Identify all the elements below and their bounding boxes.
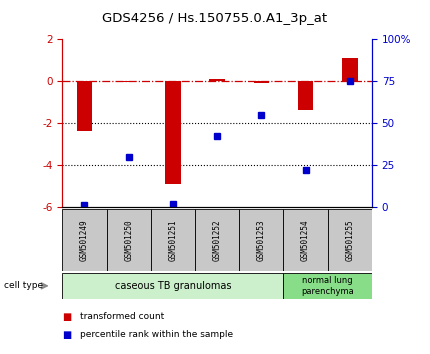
Bar (77, 81, 92, 131)
Text: GSM501250: GSM501250 (124, 219, 133, 261)
Bar (328, 209, 372, 271)
Bar (62, 209, 107, 271)
Text: transformed count: transformed count (80, 312, 164, 321)
Bar (209, 79, 225, 81)
Text: ■: ■ (62, 312, 72, 322)
Bar (195, 209, 239, 271)
Text: GDS4256 / Hs.150755.0.A1_3p_at: GDS4256 / Hs.150755.0.A1_3p_at (102, 12, 328, 25)
Bar (342, 58, 358, 81)
Text: GSM501255: GSM501255 (345, 219, 354, 261)
Bar (151, 209, 195, 271)
Bar (165, 81, 181, 184)
Bar (239, 209, 283, 271)
Text: GSM501254: GSM501254 (301, 219, 310, 261)
Text: GSM501249: GSM501249 (80, 219, 89, 261)
Text: cell type: cell type (4, 281, 43, 290)
Bar (283, 209, 328, 271)
Text: normal lung
parenchyma: normal lung parenchyma (301, 276, 354, 296)
Text: percentile rank within the sample: percentile rank within the sample (80, 330, 233, 339)
Text: ■: ■ (62, 330, 72, 339)
Bar (254, 81, 269, 83)
Bar (107, 209, 151, 271)
Text: caseous TB granulomas: caseous TB granulomas (115, 281, 231, 291)
Bar (298, 81, 313, 110)
Text: GSM501253: GSM501253 (257, 219, 266, 261)
Bar (283, 273, 372, 299)
Text: GSM501252: GSM501252 (213, 219, 221, 261)
Bar (62, 273, 283, 299)
Bar (121, 81, 136, 82)
Text: GSM501251: GSM501251 (169, 219, 178, 261)
